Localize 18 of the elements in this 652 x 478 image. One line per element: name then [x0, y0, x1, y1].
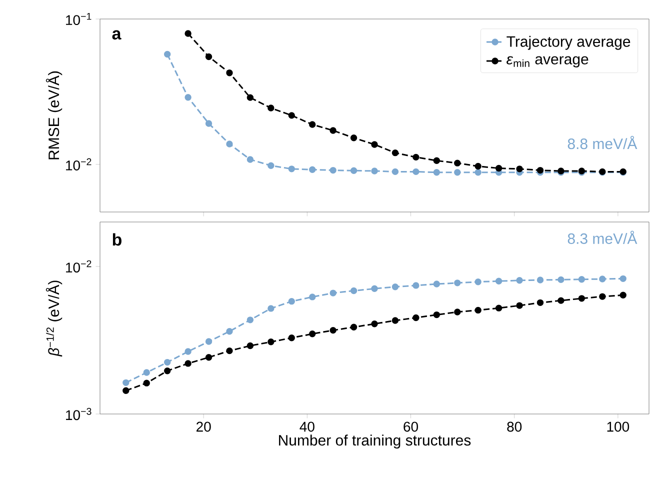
x-axis-title: Number of training structures [279, 434, 471, 449]
text: b [112, 233, 122, 246]
y-tick-label: 10$^{−2}$ [66, 158, 92, 170]
legend-label: Trajectory average [506, 36, 630, 50]
chart-title: a [112, 30, 122, 40]
legend-label: ε$_{min}$ average [506, 56, 588, 68]
annotation: 8.8 meV/Å [568, 136, 638, 150]
x-tick-label: 80 [507, 422, 522, 432]
y-tick-label: 10$^{−3}$ [66, 408, 92, 420]
y-axis-title: β$^{−1/2}$ (eV/Å) [46, 280, 62, 357]
x-tick-label: 60 [404, 422, 418, 432]
x-tick-label: 40 [300, 422, 314, 432]
x-tick-label: 20 [196, 422, 211, 432]
y-tick-label: 10$^{−2}$ [66, 260, 92, 273]
annotation: 8.3 meV/Å [568, 230, 638, 244]
y-axis-title: RMSE (eV/Å) [46, 71, 62, 160]
y-tick-label: 10$^{−1}$ [66, 12, 92, 26]
x-tick-label: 100 [607, 422, 630, 432]
